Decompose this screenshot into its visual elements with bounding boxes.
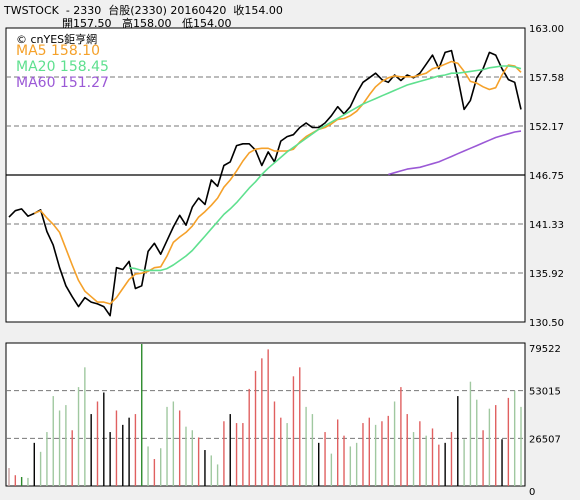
price-tick-label: 163.00 [529,24,564,35]
price-tick-label: 130.50 [529,318,564,329]
legend-ma60: MA60 151.27 [16,75,109,91]
price-axis-ticks: 163.00 157.58 152.17 146.75 141.33 135.92 130.… [529,24,564,329]
price-tick-label: 146.75 [529,171,564,182]
legend-ma20: MA20 158.45 [16,59,109,75]
price-tick-label: 135.92 [529,269,564,280]
watermark: © cnYES鉅亨網 [16,33,98,46]
volume-axis-ticks: 79522 53015 26507 0 [529,344,561,498]
volume-bars [8,344,522,486]
volume-panel [5,342,526,487]
series-line-3 [388,130,522,176]
legend-ma5: MA5 158.10 [16,43,100,59]
price-tick-label: 152.17 [529,122,564,133]
header-line-1: TWSTOCK - 2330 台股(2330) 20160420 收154.00 [4,4,283,17]
price-tick-label: 157.58 [529,73,564,84]
price-lines [8,49,522,317]
volume-tick-label: 0 [529,487,535,498]
header-line-2: 開157.50 高158.00 低154.00 [62,17,232,30]
series-line-0 [8,49,522,317]
price-tick-label: 141.33 [529,220,564,231]
volume-gridlines [6,390,525,439]
volume-tick-label: 53015 [529,387,561,398]
series-line-1 [33,60,522,305]
series-line-2 [128,65,522,272]
price-gridlines [6,76,525,274]
volume-tick-label: 26507 [529,434,561,445]
volume-tick-label: 79522 [529,344,561,355]
